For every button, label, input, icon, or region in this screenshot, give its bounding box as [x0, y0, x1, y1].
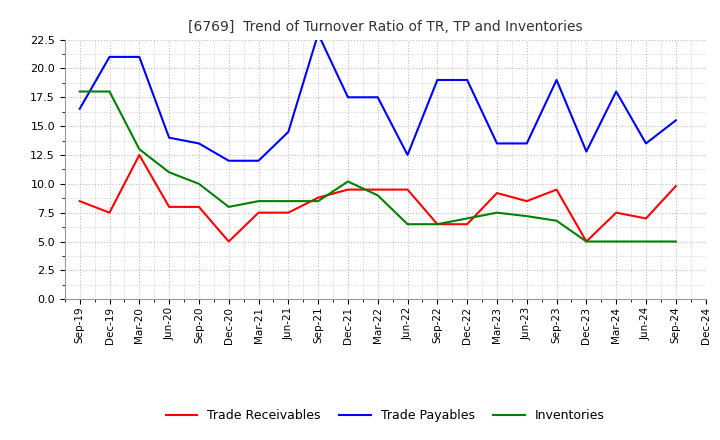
- Trade Payables: [343, 95, 352, 100]
- Trade Receivables: [433, 222, 441, 227]
- Inventories: [403, 222, 412, 227]
- Trade Receivables: [403, 187, 412, 192]
- Trade Payables: [254, 158, 263, 163]
- Trade Receivables: [492, 191, 501, 196]
- Trade Receivables: [105, 210, 114, 215]
- Trade Payables: [582, 149, 590, 154]
- Trade Payables: [612, 89, 621, 94]
- Inventories: [284, 198, 292, 204]
- Trade Payables: [165, 135, 174, 140]
- Trade Payables: [374, 95, 382, 100]
- Inventories: [165, 170, 174, 175]
- Trade Receivables: [284, 210, 292, 215]
- Trade Receivables: [374, 187, 382, 192]
- Trade Payables: [523, 141, 531, 146]
- Trade Payables: [642, 141, 650, 146]
- Trade Receivables: [314, 195, 323, 200]
- Title: [6769]  Trend of Turnover Ratio of TR, TP and Inventories: [6769] Trend of Turnover Ratio of TR, TP…: [188, 20, 582, 34]
- Inventories: [492, 210, 501, 215]
- Trade Payables: [433, 77, 441, 83]
- Trade Payables: [105, 54, 114, 59]
- Inventories: [135, 147, 143, 152]
- Inventories: [612, 239, 621, 244]
- Trade Payables: [76, 106, 84, 111]
- Trade Payables: [672, 118, 680, 123]
- Line: Inventories: Inventories: [80, 92, 676, 242]
- Trade Payables: [552, 77, 561, 83]
- Trade Payables: [194, 141, 203, 146]
- Trade Receivables: [552, 187, 561, 192]
- Trade Receivables: [254, 210, 263, 215]
- Trade Payables: [284, 129, 292, 135]
- Inventories: [642, 239, 650, 244]
- Trade Receivables: [672, 183, 680, 189]
- Inventories: [105, 89, 114, 94]
- Trade Receivables: [194, 204, 203, 209]
- Trade Receivables: [135, 152, 143, 158]
- Trade Payables: [314, 31, 323, 37]
- Trade Receivables: [463, 222, 472, 227]
- Inventories: [314, 198, 323, 204]
- Trade Payables: [135, 54, 143, 59]
- Trade Payables: [463, 77, 472, 83]
- Trade Receivables: [642, 216, 650, 221]
- Trade Payables: [492, 141, 501, 146]
- Line: Trade Receivables: Trade Receivables: [80, 155, 676, 242]
- Trade Receivables: [582, 239, 590, 244]
- Inventories: [672, 239, 680, 244]
- Inventories: [343, 179, 352, 184]
- Inventories: [225, 204, 233, 209]
- Inventories: [552, 218, 561, 224]
- Inventories: [254, 198, 263, 204]
- Trade Receivables: [343, 187, 352, 192]
- Trade Receivables: [612, 210, 621, 215]
- Inventories: [433, 222, 441, 227]
- Line: Trade Payables: Trade Payables: [80, 34, 676, 161]
- Trade Receivables: [523, 198, 531, 204]
- Trade Receivables: [76, 198, 84, 204]
- Inventories: [194, 181, 203, 187]
- Inventories: [76, 89, 84, 94]
- Trade Payables: [403, 152, 412, 158]
- Legend: Trade Receivables, Trade Payables, Inventories: Trade Receivables, Trade Payables, Inven…: [161, 404, 610, 427]
- Inventories: [463, 216, 472, 221]
- Inventories: [523, 213, 531, 219]
- Trade Receivables: [225, 239, 233, 244]
- Trade Payables: [225, 158, 233, 163]
- Trade Receivables: [165, 204, 174, 209]
- Inventories: [582, 239, 590, 244]
- Inventories: [374, 193, 382, 198]
